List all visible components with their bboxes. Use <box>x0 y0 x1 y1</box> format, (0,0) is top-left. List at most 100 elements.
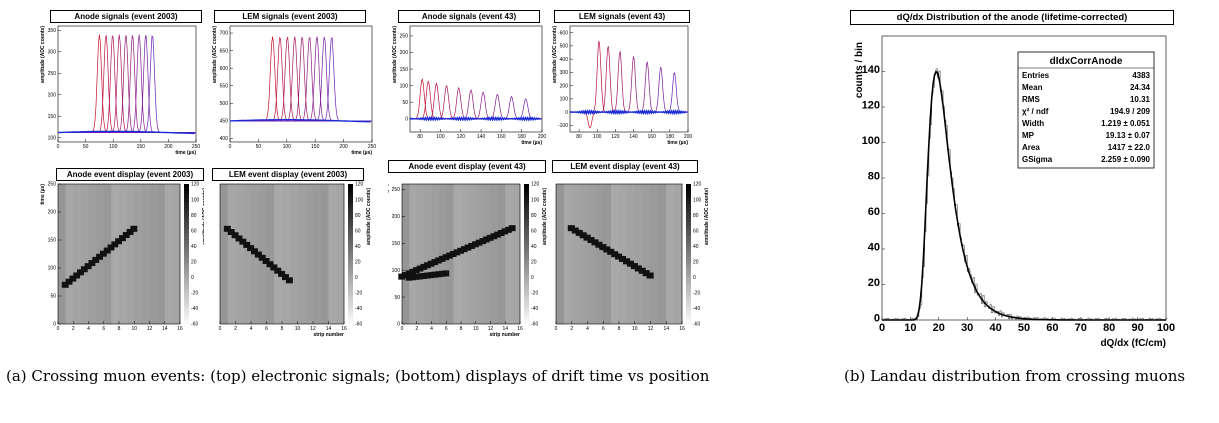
x-tick-label: 10 <box>473 326 479 332</box>
stats-title: dIdxCorrAnode <box>1050 56 1123 67</box>
z-tick-label: -40 <box>693 306 700 312</box>
y-tick-label: 200 <box>560 83 569 89</box>
color-scale-cell <box>686 292 691 297</box>
track-cell <box>424 262 431 269</box>
baseline-trace <box>230 118 371 123</box>
y-tick-label: 250 <box>392 187 401 193</box>
color-scale-cell <box>524 198 529 202</box>
y-tick-label: 450 <box>220 119 229 125</box>
strip-background <box>73 184 82 324</box>
color-scale-cell <box>348 320 353 325</box>
color-scale-cell <box>686 261 691 265</box>
color-scale-cell <box>524 264 529 269</box>
x-tick-label: 30 <box>961 322 973 334</box>
track-cell <box>84 263 92 270</box>
track-cell <box>646 272 654 279</box>
color-scale-cell <box>686 229 691 234</box>
y-tick-label: 100 <box>560 97 569 103</box>
z-tick-label: -60 <box>191 322 198 328</box>
track-cell <box>424 272 431 279</box>
y-tick-label: 200 <box>48 210 57 216</box>
track-cell <box>642 270 650 277</box>
stats-value: 24.34 <box>1130 83 1151 92</box>
color-scale-cell <box>686 296 691 300</box>
color-scale-cell <box>348 317 353 321</box>
x-tick-label: 150 <box>311 144 320 150</box>
track-cell <box>231 232 239 239</box>
z-tick-label: 40 <box>693 244 699 250</box>
z-tick-label: 100 <box>693 197 702 203</box>
color-scale-cell <box>348 208 353 213</box>
y-axis-label: amplitude (ADC counts) <box>552 26 558 83</box>
y-tick-label: 40 <box>868 242 880 254</box>
strip-background <box>282 184 291 324</box>
z-tick-label: 100 <box>531 197 540 203</box>
strip-background <box>666 184 675 324</box>
x-tick-label: 0 <box>57 326 60 332</box>
x-tick-label: 0 <box>555 326 558 332</box>
y-tick-label: 100 <box>392 268 401 274</box>
x-tick-label: 100 <box>109 144 118 150</box>
y-tick-label: 250 <box>400 34 409 40</box>
strip-background <box>556 184 565 324</box>
color-scale-cell <box>524 317 529 321</box>
color-scale-cell <box>524 187 529 192</box>
z-tick-label: -20 <box>191 291 198 297</box>
z-tick-label: -20 <box>355 291 362 297</box>
color-scale-cell <box>348 303 353 307</box>
track-cell <box>587 237 595 243</box>
color-scale-cell <box>348 205 353 209</box>
track-cell <box>442 270 450 277</box>
track-cell <box>251 248 258 255</box>
color-scale-cell <box>348 240 353 244</box>
color-scale-cell <box>348 247 353 251</box>
strip-background <box>243 184 252 324</box>
track-cell <box>472 241 479 248</box>
track-cell <box>122 232 130 239</box>
x-tick-label: 100 <box>436 134 445 140</box>
strip-background <box>58 184 66 324</box>
color-scale-cell <box>524 194 529 199</box>
track-cell <box>274 267 282 274</box>
x-tick-label: 0 <box>57 144 60 150</box>
z-tick-label: 20 <box>531 259 537 265</box>
z-tick-label: 0 <box>355 275 358 281</box>
track-cell <box>409 274 417 281</box>
y-axis-label: amplitude (ADC counts) <box>212 26 218 83</box>
color-scale-cell <box>184 271 189 276</box>
strip-background <box>289 184 298 324</box>
color-scale-cell <box>524 208 529 213</box>
track-cell <box>579 232 587 239</box>
track-cell <box>626 260 634 267</box>
x-tick-label: 10 <box>904 322 916 334</box>
y-tick-label: 700 <box>220 31 229 37</box>
y-tick-label: 0 <box>405 116 408 122</box>
track-cell <box>607 248 615 255</box>
track-cell <box>126 228 134 235</box>
color-scale-cell <box>686 303 691 307</box>
z-tick-label: 0 <box>191 275 194 281</box>
panel-title: Anode event display (event 2003) <box>56 168 204 181</box>
strip-background <box>505 184 513 324</box>
stats-value: 2.259 ± 0.090 <box>1101 155 1150 164</box>
track-cell <box>638 267 646 274</box>
strip-background <box>266 184 275 324</box>
z-tick-label: 60 <box>531 228 537 234</box>
y-tick-label: 0 <box>565 110 568 116</box>
x-tick-label: 0 <box>229 144 232 150</box>
z-tick-label: -40 <box>531 306 538 312</box>
track-cell <box>442 254 450 261</box>
strip-background <box>490 184 499 324</box>
color-scale-cell <box>348 250 353 255</box>
color-scale-cell <box>184 275 189 279</box>
color-scale-cell <box>184 310 189 314</box>
y-tick-label: 150 <box>400 67 409 73</box>
color-scale-cell <box>184 201 189 206</box>
x-tick-label: 80 <box>417 134 423 140</box>
x-tick-label: 250 <box>192 144 200 150</box>
z-tick-label: 120 <box>531 182 540 188</box>
strip-background <box>579 184 588 324</box>
strip-background <box>619 184 628 324</box>
color-scale-cell <box>348 264 353 269</box>
